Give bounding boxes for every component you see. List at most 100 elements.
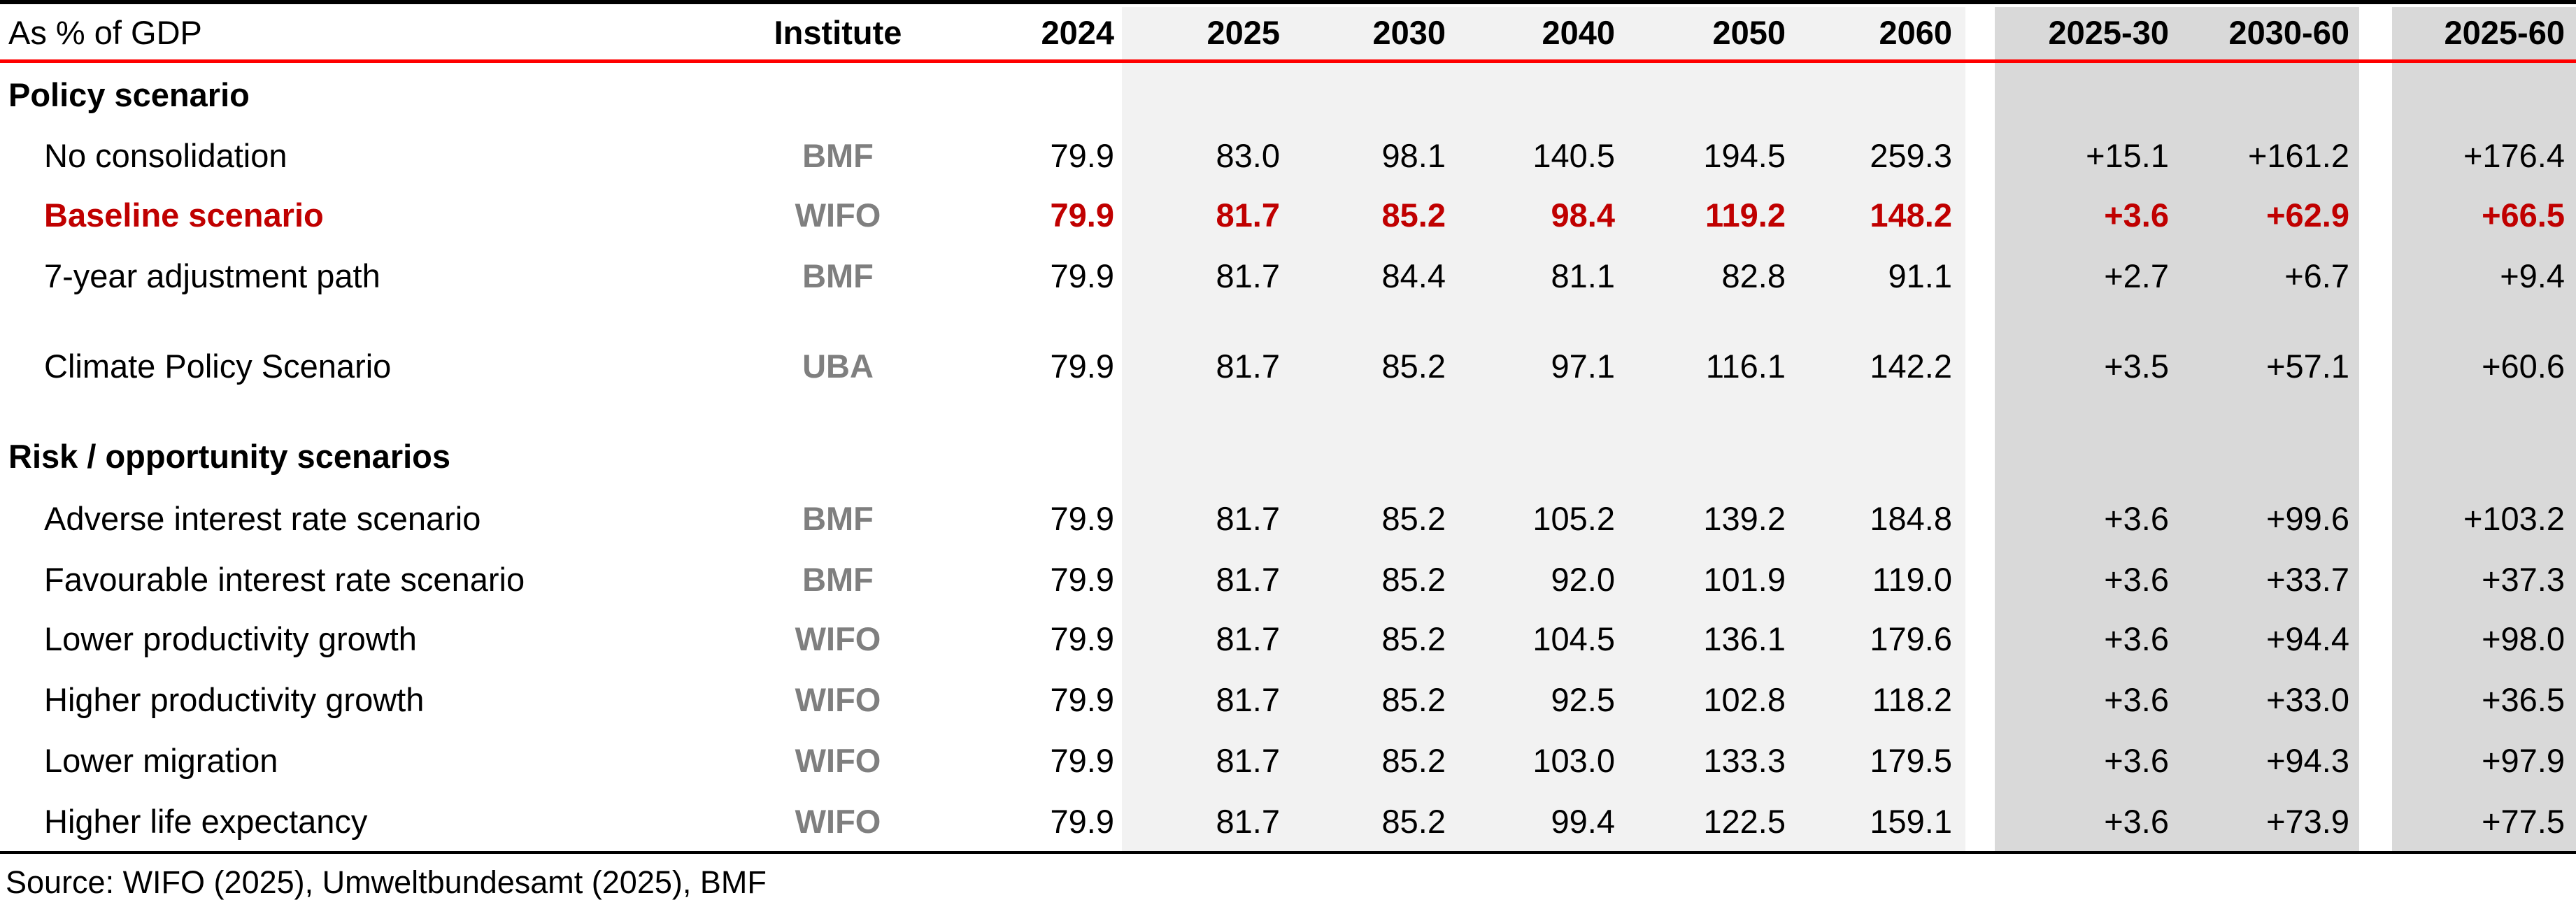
row-label: Lower productivity growth (44, 620, 417, 657)
row-label: Baseline scenario (44, 197, 324, 234)
row-value: 98.4 (1551, 197, 1615, 234)
row-value: 142.2 (1870, 348, 1952, 385)
row-value: +3.6 (2104, 500, 2169, 537)
row-value: 85.2 (1381, 742, 1446, 779)
row-label: Higher life expectancy (44, 803, 368, 840)
row-value: +3.6 (2104, 561, 2169, 598)
row-value: 122.5 (1703, 803, 1786, 840)
row-label: Climate Policy Scenario (44, 348, 392, 385)
row-value: 119.2 (1705, 197, 1786, 234)
row-value: 81.7 (1216, 561, 1280, 598)
row-institute: WIFO (795, 197, 881, 234)
row-value: 103.0 (1532, 742, 1615, 779)
row-institute: BMF (802, 500, 874, 537)
row-value: +9.4 (2500, 257, 2565, 294)
row-value: 81.1 (1551, 257, 1615, 294)
row-value: 81.7 (1216, 197, 1280, 234)
row-value: +33.7 (2266, 561, 2349, 598)
row-value: 92.5 (1551, 681, 1615, 718)
row-value: 81.7 (1216, 500, 1280, 537)
row-value: 79.9 (1050, 620, 1114, 657)
row-institute: WIFO (795, 742, 881, 779)
source-note: Source: WIFO (2025), Umweltbundesamt (20… (6, 864, 767, 900)
header-year: 2050 (1712, 14, 1786, 51)
row-value: 259.3 (1870, 137, 1952, 174)
row-value: 118.2 (1872, 681, 1952, 718)
bottom-rule (0, 851, 2576, 854)
row-institute: BMF (802, 257, 874, 294)
row-value: 85.2 (1381, 620, 1446, 657)
row-value: 83.0 (1216, 137, 1280, 174)
row-value: 85.2 (1381, 561, 1446, 598)
row-value: +3.6 (2104, 197, 2169, 234)
row-value: +73.9 (2266, 803, 2349, 840)
row-value: +99.6 (2266, 500, 2349, 537)
row-value: 85.2 (1381, 348, 1446, 385)
header-year: 2040 (1542, 14, 1615, 51)
row-value: +15.1 (2086, 137, 2169, 174)
row-value: 81.7 (1216, 803, 1280, 840)
row-value: 79.9 (1050, 742, 1114, 779)
row-value: 184.8 (1870, 500, 1952, 537)
row-value: +3.6 (2104, 681, 2169, 718)
row-value: 79.9 (1050, 348, 1114, 385)
row-value: 81.7 (1216, 742, 1280, 779)
row-label: Adverse interest rate scenario (44, 500, 481, 537)
row-institute: WIFO (795, 620, 881, 657)
row-value: 79.9 (1050, 803, 1114, 840)
row-value: 136.1 (1703, 620, 1786, 657)
header-year: 2030-60 (2228, 14, 2350, 51)
row-value: +3.6 (2104, 803, 2169, 840)
row-value: 81.7 (1216, 257, 1280, 294)
row-value: 104.5 (1532, 620, 1615, 657)
row-value: 179.5 (1870, 742, 1952, 779)
row-value: 98.1 (1381, 137, 1446, 174)
row-value: 85.2 (1381, 681, 1446, 718)
row-institute: WIFO (795, 803, 881, 840)
row-value: +62.9 (2266, 197, 2349, 234)
row-value: 85.2 (1381, 803, 1446, 840)
row-value: +66.5 (2482, 197, 2565, 234)
section-title: Risk / opportunity scenarios (8, 438, 451, 475)
row-value: +33.0 (2266, 681, 2349, 718)
row-value: 79.9 (1050, 500, 1114, 537)
row-value: 85.2 (1381, 197, 1446, 234)
row-value: 79.9 (1050, 561, 1114, 598)
row-value: +6.7 (2284, 257, 2349, 294)
row-value: 194.5 (1703, 137, 1786, 174)
projection-band (1122, 7, 1965, 851)
row-value: 92.0 (1551, 561, 1615, 598)
row-value: +3.6 (2104, 620, 2169, 657)
header-year: 2025 (1207, 14, 1280, 51)
row-value: 79.9 (1050, 681, 1114, 718)
row-value: +98.0 (2482, 620, 2565, 657)
row-value: 82.8 (1721, 257, 1786, 294)
row-value: 79.9 (1050, 137, 1114, 174)
row-label: No consolidation (44, 137, 287, 174)
row-label: Higher productivity growth (44, 681, 425, 718)
row-value: +176.4 (2463, 137, 2565, 174)
row-value: 133.3 (1703, 742, 1786, 779)
row-value: +57.1 (2266, 348, 2349, 385)
total-change-band (2392, 7, 2576, 851)
row-value: 105.2 (1532, 500, 1615, 537)
row-value: 81.7 (1216, 620, 1280, 657)
row-value: +60.6 (2482, 348, 2565, 385)
top-rule (0, 0, 2576, 4)
row-value: 102.8 (1703, 681, 1786, 718)
row-institute: WIFO (795, 681, 881, 718)
row-value: 116.1 (1705, 348, 1786, 385)
row-value: +161.2 (2247, 137, 2349, 174)
row-value: +3.5 (2104, 348, 2169, 385)
row-value: +37.3 (2482, 561, 2565, 598)
row-value: 159.1 (1870, 803, 1952, 840)
row-value: +94.3 (2266, 742, 2349, 779)
row-value: 84.4 (1381, 257, 1446, 294)
row-value: 81.7 (1216, 348, 1280, 385)
row-value: 139.2 (1703, 500, 1786, 537)
header-year: 2030 (1372, 14, 1446, 51)
row-value: 97.1 (1551, 348, 1615, 385)
row-value: 119.0 (1872, 561, 1952, 598)
row-value: +2.7 (2104, 257, 2169, 294)
header-year: 2060 (1879, 14, 1952, 51)
